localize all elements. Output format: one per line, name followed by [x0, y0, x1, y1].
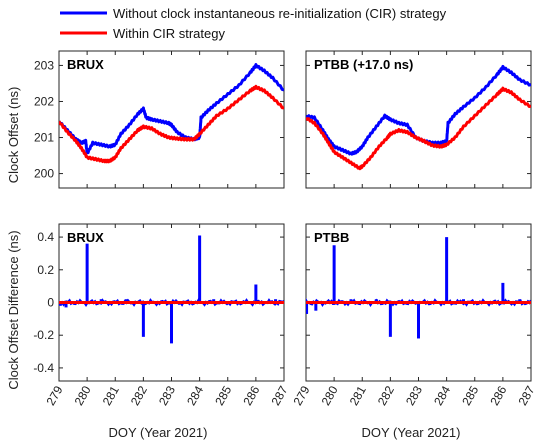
x-tick-label: 281: [347, 383, 369, 408]
panel-3: -0.4 -0.2 0 0.2 0.4 279 280 281 282 283 284 285 286 2…: [33, 223, 291, 408]
x-tick-label: 280: [72, 383, 94, 408]
series-line-without-cir: [59, 63, 284, 155]
x-tick-label: 284: [431, 383, 453, 408]
y-tick-label: 203: [34, 58, 54, 72]
x-tick-label: 287: [268, 383, 290, 408]
y-axis-label-bottom: Clock Offset Difference (ns): [6, 230, 21, 389]
panel-title: PTBB (+17.0 ns): [314, 57, 413, 72]
series-line-within-cir: [59, 84, 284, 164]
x-tick-label: 283: [403, 383, 425, 408]
plot-area: [305, 50, 532, 189]
series-line-within-cir: [306, 86, 531, 171]
x-tick-label: 286: [487, 383, 509, 408]
x-tick-label: 279: [290, 383, 312, 408]
x-tick-label: 282: [375, 383, 397, 408]
x-tick-label: 284: [184, 383, 206, 408]
y-tick-label: 200: [34, 167, 54, 181]
panel-4: 279 280 281 282 283 284 285 286 287 PTBB: [290, 223, 538, 408]
x-axis-label-right: DOY (Year 2021): [361, 425, 460, 440]
y-tick-label: 201: [34, 131, 54, 145]
x-tick-label: 287: [515, 383, 537, 408]
x-tick-label: 286: [240, 383, 262, 408]
x-tick-label: 282: [128, 383, 150, 408]
x-axis-label-left: DOY (Year 2021): [108, 425, 207, 440]
x-tick-label: 280: [319, 383, 341, 408]
panel-1: 200 201 202 203 BRUX: [34, 50, 285, 189]
panel-title: PTBB: [314, 230, 349, 245]
y-tick-label: 0.2: [37, 263, 54, 277]
x-tick-label: 279: [43, 383, 65, 408]
x-tick-label: 285: [212, 383, 234, 408]
y-tick-label: 0.4: [37, 230, 54, 244]
panel-2: PTBB (+17.0 ns): [305, 50, 532, 189]
panel-title: BRUX: [67, 230, 104, 245]
x-tick-label: 281: [100, 383, 122, 408]
legend: Without clock instantaneous re-initializ…: [60, 6, 447, 41]
x-tick-label: 283: [156, 383, 178, 408]
legend-label-within-cir: Within CIR strategy: [113, 26, 225, 41]
y-tick-label: 202: [34, 94, 54, 108]
series-line-without-cir: [306, 64, 531, 156]
y-tick-label: -0.4: [33, 361, 54, 375]
plot-area: [58, 50, 285, 189]
legend-label-without-cir: Without clock instantaneous re-initializ…: [113, 6, 447, 21]
panel-title: BRUX: [67, 57, 104, 72]
y-axis-label-top: Clock Offset (ns): [6, 87, 21, 184]
y-tick-label: -0.2: [33, 328, 54, 342]
y-tick-label: 0: [47, 296, 54, 310]
x-tick-label: 285: [459, 383, 481, 408]
